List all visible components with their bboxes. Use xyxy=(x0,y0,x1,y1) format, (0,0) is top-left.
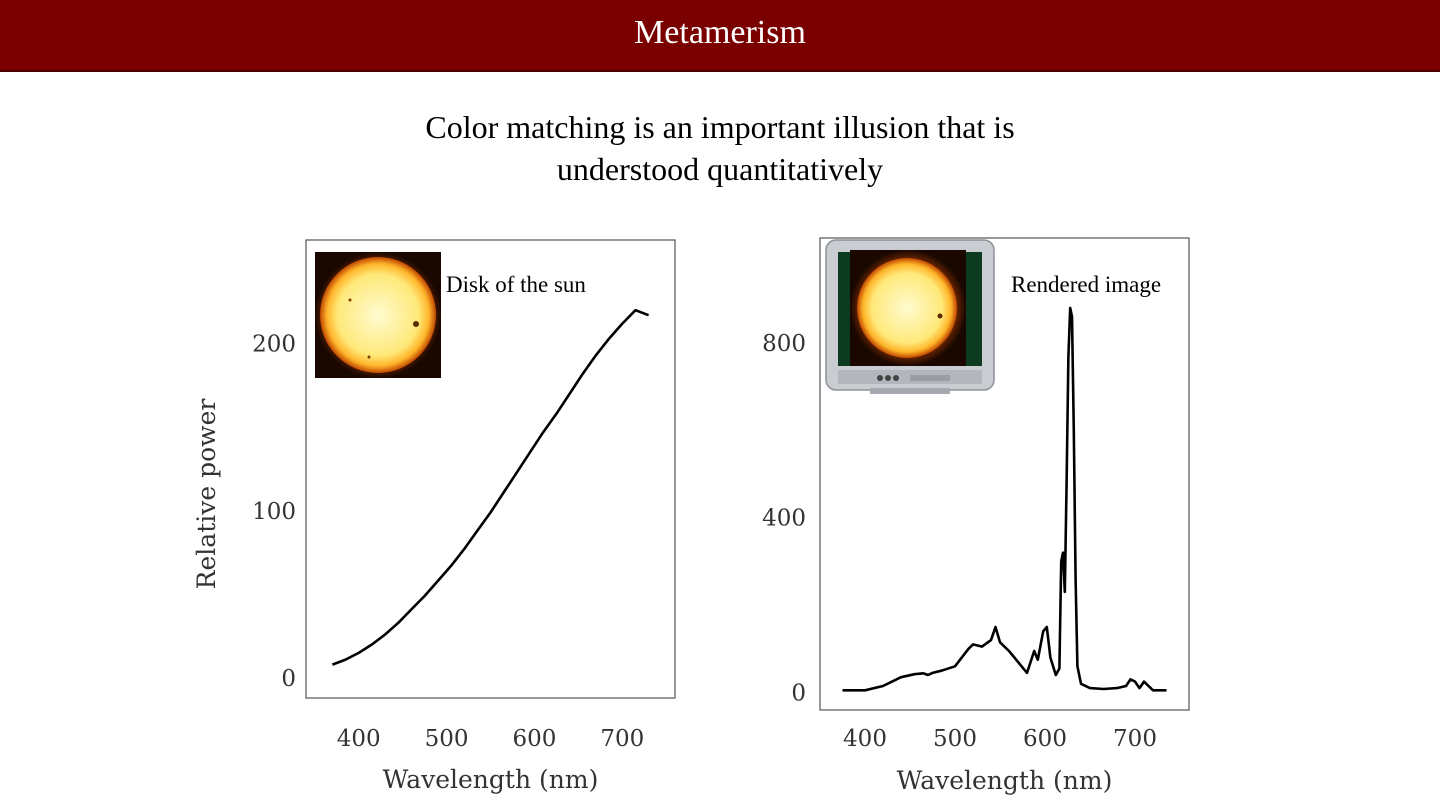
left-annotation: Disk of the sun xyxy=(446,272,586,297)
right-x-tick-label: 500 xyxy=(933,726,977,752)
right-chart: 400 500 600 700 0 400 800 Wavelength (nm) xyxy=(762,306,1167,795)
right-plot-frame xyxy=(819,237,1190,711)
left-x-tick-label: 600 xyxy=(512,726,556,752)
right-y-tick-label: 0 xyxy=(791,681,806,707)
slide-subtitle: Color matching is an important illusion … xyxy=(320,106,1120,190)
subtitle-line-1: Color matching is an important illusion … xyxy=(425,109,1015,145)
left-y-axis-label: Relative power xyxy=(192,399,221,590)
left-x-axis-label: Wavelength (nm) xyxy=(383,765,599,794)
right-series-line-0 xyxy=(842,306,1167,692)
left-plot-frame xyxy=(305,239,676,699)
left-y-tick-label: 100 xyxy=(252,499,296,525)
left-chart: 400 500 600 700 0 100 200 Wavelength (nm) Relati… xyxy=(192,308,650,794)
right-annotation: Rendered image xyxy=(1011,272,1161,297)
right-x-tick-label: 700 xyxy=(1113,726,1157,752)
title-bar: Metamerism xyxy=(0,0,1440,72)
left-x-tick-label: 400 xyxy=(337,726,381,752)
left-y-tick-label: 0 xyxy=(281,666,296,692)
left-x-tick-label: 500 xyxy=(425,726,469,752)
right-x-tick-label: 600 xyxy=(1023,726,1067,752)
sun-image xyxy=(315,252,441,378)
tv-image xyxy=(825,239,996,396)
left-x-tick-label: 700 xyxy=(600,726,644,752)
slide-title: Metamerism xyxy=(634,14,806,51)
right-x-axis-label: Wavelength (nm) xyxy=(897,766,1113,795)
left-y-tick-label: 200 xyxy=(252,332,296,358)
left-series-line-0 xyxy=(331,308,650,666)
subtitle-line-2: understood quantitatively xyxy=(556,151,884,187)
right-x-tick-label: 400 xyxy=(843,726,887,752)
right-y-tick-label: 800 xyxy=(762,331,806,357)
right-y-tick-label: 400 xyxy=(762,506,806,532)
